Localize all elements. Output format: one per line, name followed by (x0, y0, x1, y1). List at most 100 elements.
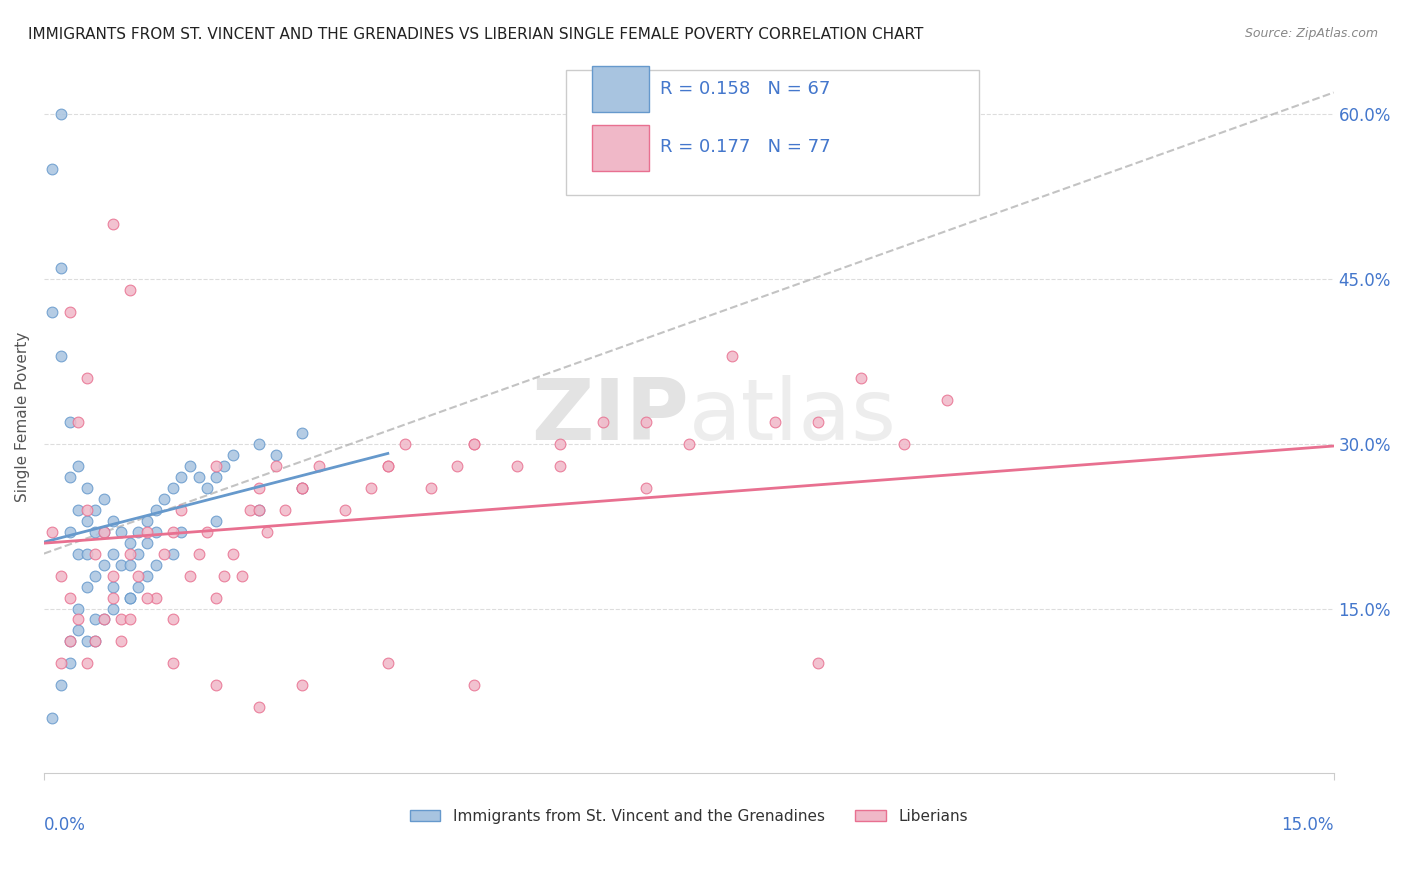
Point (41, 524, 63, 539)
Point (548, 437, 571, 451)
Point (145, 502, 167, 516)
Point (49, 107, 72, 121)
FancyBboxPatch shape (592, 66, 648, 112)
Point (247, 437, 270, 451)
Point (291, 425, 314, 440)
Point (93, 524, 115, 539)
Point (84, 524, 107, 539)
Point (187, 470, 209, 484)
Point (893, 437, 915, 451)
Point (49, 568, 72, 582)
Text: ZIP: ZIP (531, 375, 689, 458)
Point (76, 657, 98, 671)
Point (377, 458, 399, 473)
Point (935, 392, 957, 407)
Point (41, 162, 63, 177)
Point (127, 580, 149, 594)
Point (76, 580, 98, 594)
Point (93, 491, 115, 506)
Point (136, 524, 159, 539)
Point (548, 458, 571, 473)
Point (239, 502, 262, 516)
Point (118, 547, 141, 561)
Point (634, 481, 657, 495)
Point (41, 305, 63, 319)
Point (59, 591, 82, 605)
Point (49, 678, 72, 692)
Point (162, 612, 184, 626)
Point (76, 371, 98, 385)
Point (273, 502, 295, 516)
Point (49, 261, 72, 276)
Point (93, 612, 115, 626)
Point (84, 568, 107, 582)
Point (145, 524, 167, 539)
Point (291, 678, 314, 692)
Point (763, 415, 786, 429)
Point (59, 305, 82, 319)
Point (247, 481, 270, 495)
Point (463, 678, 485, 692)
Point (720, 349, 742, 363)
Point (446, 458, 468, 473)
Point (76, 634, 98, 648)
Point (205, 458, 228, 473)
Text: R = 0.158   N = 67: R = 0.158 N = 67 (661, 80, 831, 98)
Point (84, 502, 107, 516)
Point (67, 415, 90, 429)
Point (291, 481, 314, 495)
Point (145, 591, 167, 605)
Point (187, 547, 209, 561)
Point (49, 349, 72, 363)
Text: IMMIGRANTS FROM ST. VINCENT AND THE GRENADINES VS LIBERIAN SINGLE FEMALE POVERTY: IMMIGRANTS FROM ST. VINCENT AND THE GREN… (28, 27, 924, 42)
Point (136, 591, 159, 605)
Point (291, 481, 314, 495)
Text: Source: ZipAtlas.com: Source: ZipAtlas.com (1244, 27, 1378, 40)
Point (67, 547, 90, 561)
Point (222, 547, 245, 561)
Point (179, 568, 201, 582)
Point (195, 481, 218, 495)
Legend: Immigrants from St. Vincent and the Grenadines, Liberians: Immigrants from St. Vincent and the Gren… (404, 803, 974, 830)
Point (93, 524, 115, 539)
Point (59, 470, 82, 484)
Point (67, 624, 90, 638)
Point (76, 514, 98, 528)
Point (170, 502, 193, 516)
Point (136, 535, 159, 549)
Point (127, 524, 149, 539)
Point (205, 591, 228, 605)
Point (247, 502, 270, 516)
Point (419, 481, 441, 495)
Point (118, 612, 141, 626)
Point (205, 470, 228, 484)
Point (59, 524, 82, 539)
Point (110, 558, 132, 572)
Point (101, 514, 124, 528)
Point (127, 568, 149, 582)
Point (136, 514, 159, 528)
Point (291, 481, 314, 495)
Point (463, 437, 485, 451)
Point (84, 634, 107, 648)
Point (592, 415, 614, 429)
Point (49, 657, 72, 671)
Point (153, 491, 176, 506)
Text: 0.0%: 0.0% (44, 816, 86, 834)
Point (678, 437, 700, 451)
Point (118, 591, 141, 605)
Y-axis label: Single Female Poverty: Single Female Poverty (15, 331, 30, 501)
Point (170, 524, 193, 539)
Point (264, 458, 287, 473)
Point (145, 558, 167, 572)
Text: R = 0.177   N = 77: R = 0.177 N = 77 (661, 138, 831, 156)
Point (807, 657, 830, 671)
Point (101, 568, 124, 582)
Point (76, 547, 98, 561)
Point (101, 217, 124, 231)
Point (93, 612, 115, 626)
Point (110, 634, 132, 648)
Point (849, 371, 872, 385)
Point (179, 458, 201, 473)
Point (231, 568, 253, 582)
